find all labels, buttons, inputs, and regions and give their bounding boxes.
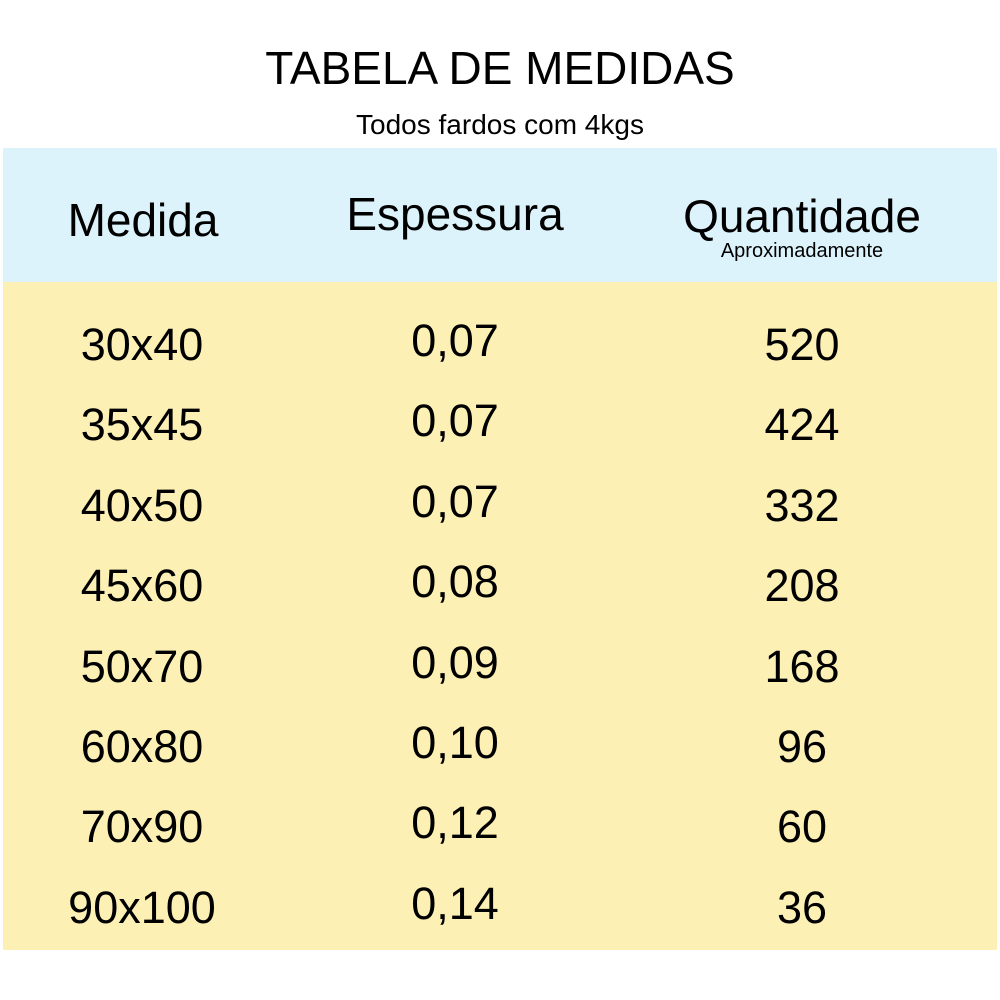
cell-medida: 30x40 — [80, 319, 204, 370]
header-quantidade-note: Aproximadamente — [720, 240, 884, 262]
cell-medida: 35x45 — [80, 399, 204, 451]
header-espessura: Espessura — [346, 188, 564, 240]
cell-quantidade: 60 — [776, 801, 828, 853]
cell-espessura: 0,09 — [411, 636, 499, 688]
header-quantidade: Quantidade — [683, 190, 921, 242]
cell-quantidade: 96 — [776, 721, 828, 772]
cell-quantidade: 36 — [776, 881, 828, 933]
header-medida: Medida — [67, 194, 219, 246]
page-subtitle: Todos fardos com 4kgs — [356, 109, 644, 140]
cell-medida: 45x60 — [80, 560, 204, 612]
cell-medida: 90x100 — [68, 881, 216, 933]
cell-espessura: 0,12 — [411, 797, 499, 849]
cell-quantidade: 520 — [764, 319, 840, 370]
cell-medida: 50x70 — [80, 640, 204, 692]
cell-medida: 40x50 — [80, 479, 204, 531]
cell-quantidade: 208 — [764, 560, 840, 612]
cell-quantidade: 424 — [764, 399, 840, 451]
cell-quantidade: 332 — [764, 479, 840, 531]
page-title: TABELA DE MEDIDAS — [265, 42, 735, 94]
cell-espessura: 0,07 — [411, 315, 499, 366]
cell-espessura: 0,07 — [411, 395, 499, 447]
cell-medida: 70x90 — [80, 801, 204, 853]
table-body: 30x40 0,07 520 35x45 0,07 424 40x50 0,07 332 45x6… — [3, 282, 997, 950]
cell-quantidade: 168 — [764, 640, 840, 692]
cell-espessura: 0,10 — [411, 717, 499, 768]
cell-espessura: 0,14 — [411, 877, 499, 929]
cell-espessura: 0,07 — [411, 475, 499, 527]
cell-espessura: 0,08 — [411, 556, 499, 608]
cell-medida: 60x80 — [80, 721, 204, 772]
table-header: Medida Espessura Quantidade Aproximadame… — [3, 148, 997, 282]
